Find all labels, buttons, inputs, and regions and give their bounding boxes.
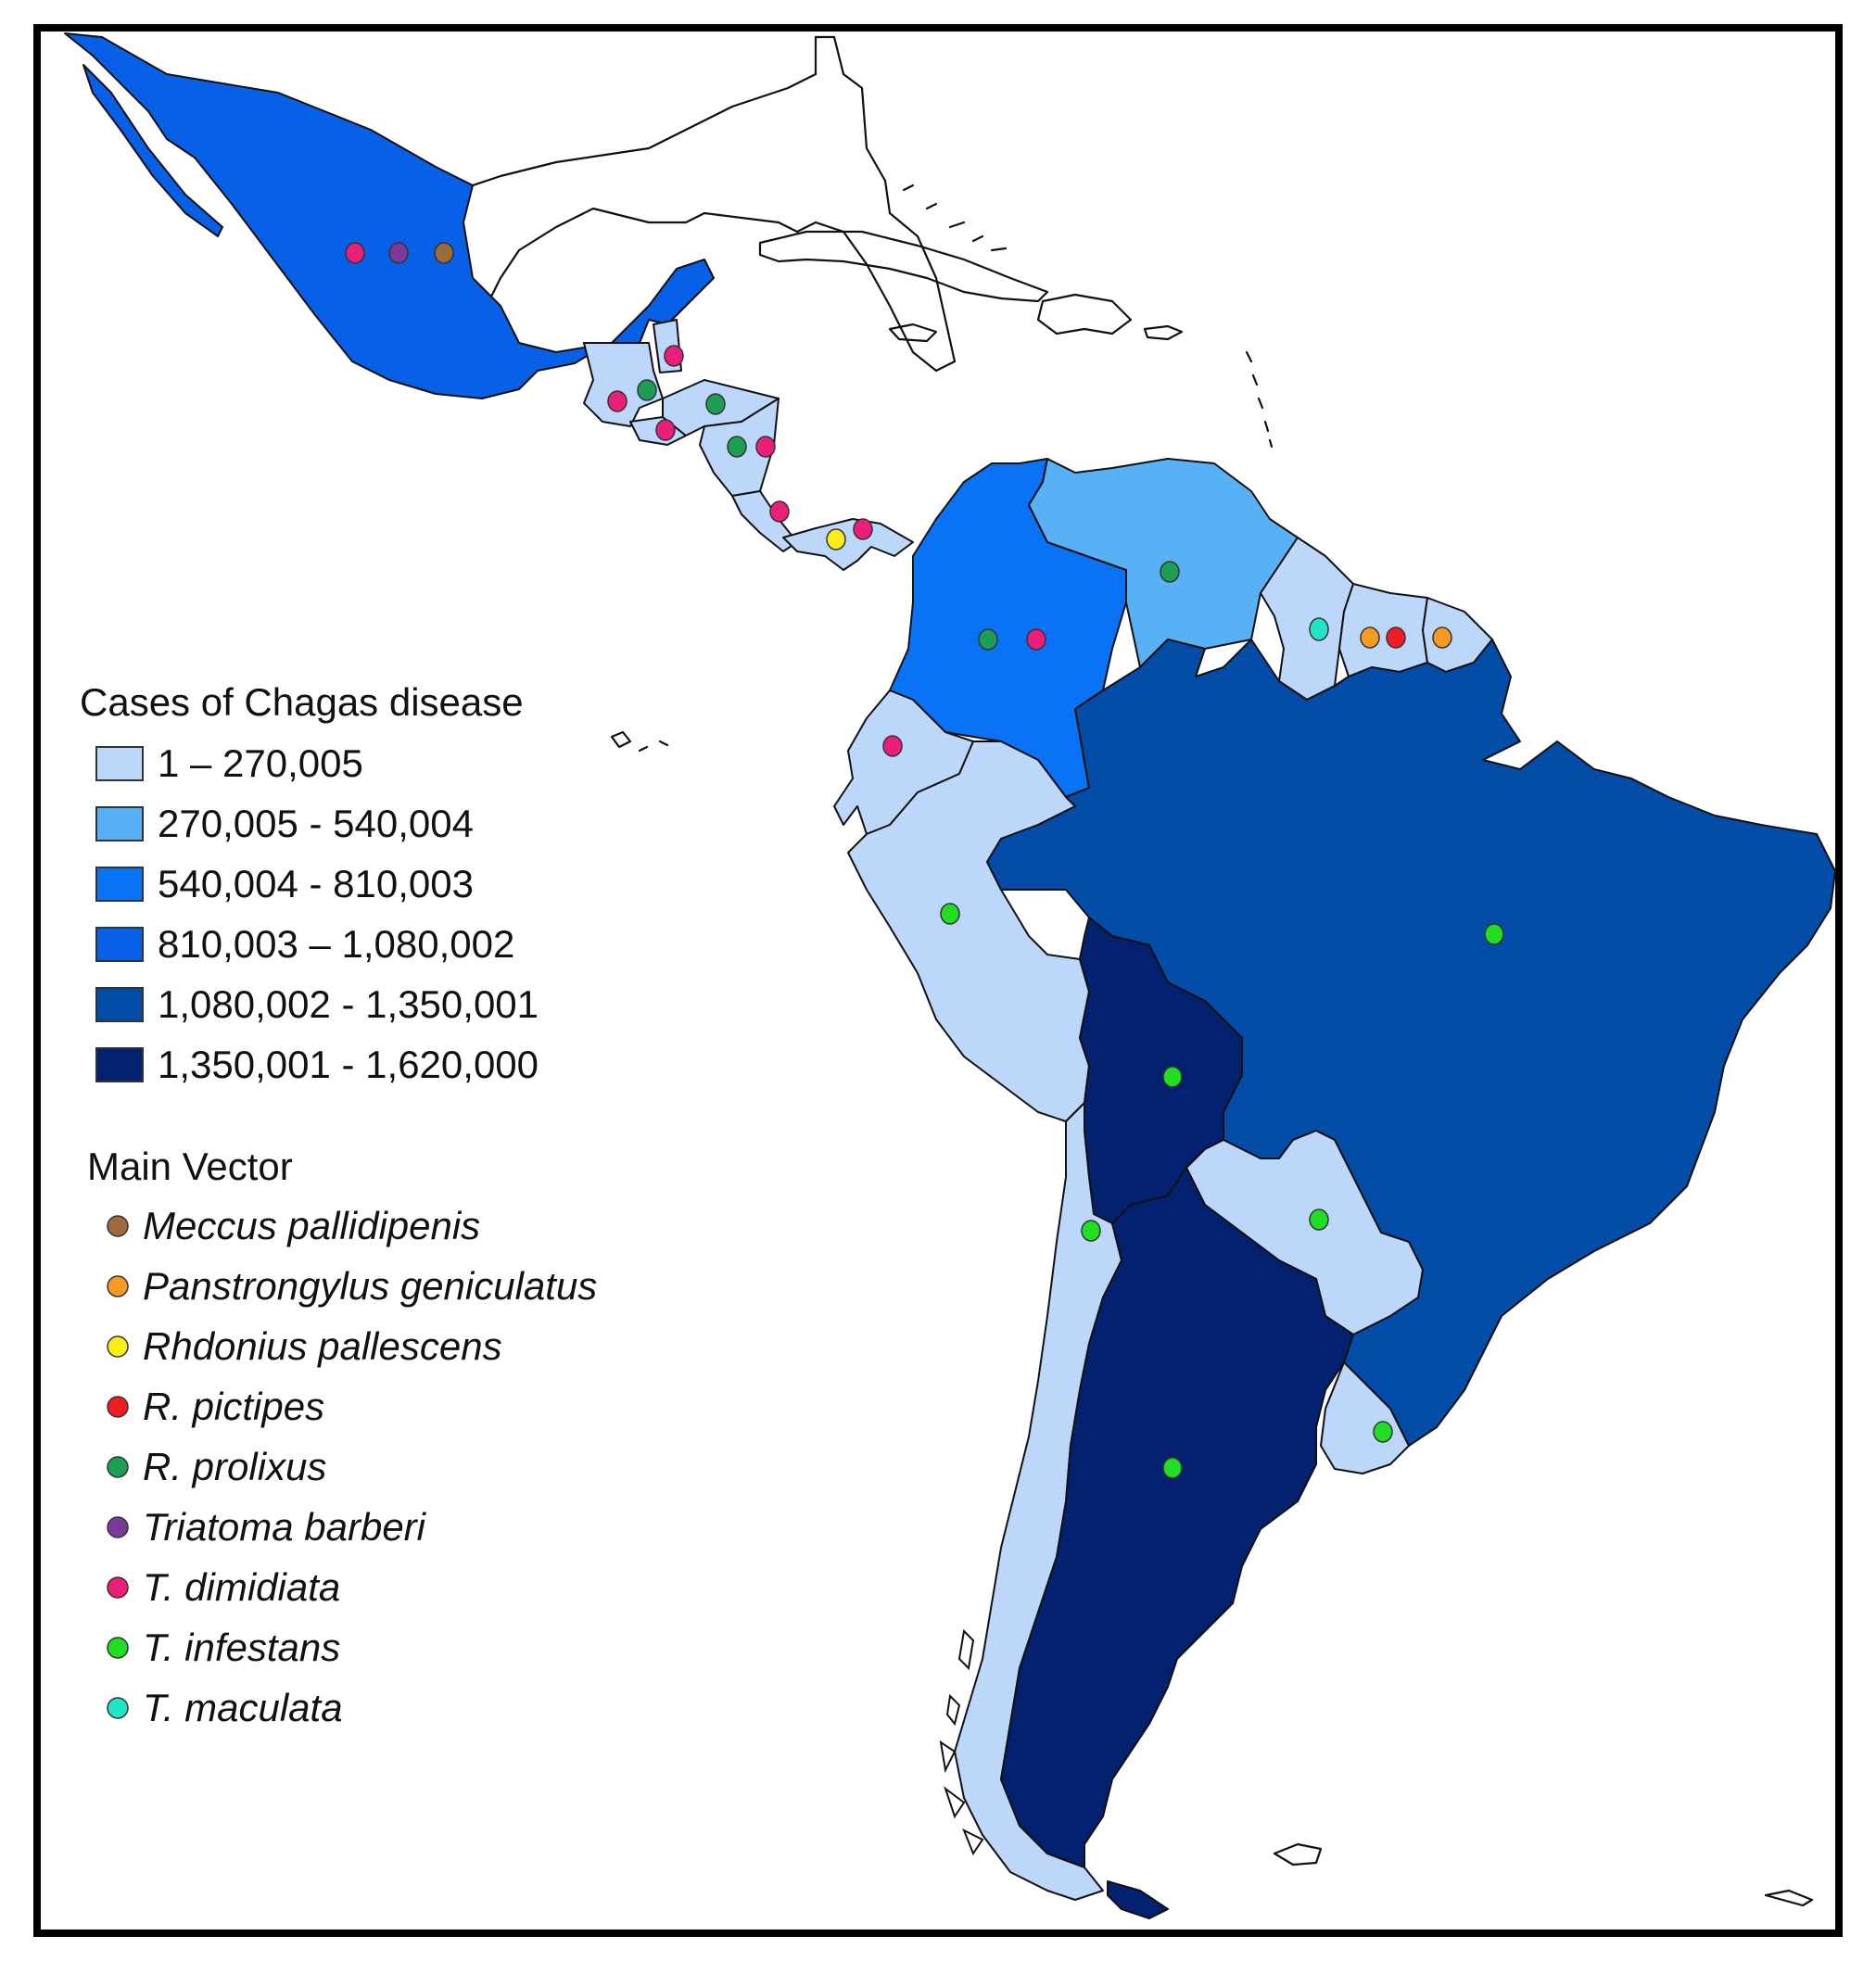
- dot-bolivia-t-infestans[interactable]: [1162, 1066, 1183, 1088]
- legend-vector-dot-8: [107, 1637, 129, 1659]
- legend-vector-dot-2: [107, 1275, 129, 1297]
- lesser-antilles-outline: [1245, 350, 1274, 449]
- dot-chile-t-infestans[interactable]: [1081, 1220, 1101, 1242]
- legend-vectors-title: Main Vector: [87, 1145, 293, 1188]
- dot-suriname-r-pictipes[interactable]: [1386, 626, 1406, 649]
- legend-label-3: 540,004 - 810,003: [158, 862, 474, 905]
- country-panama[interactable]: [782, 518, 914, 571]
- legend-vector-label-2: Panstrongylus geniculatus: [143, 1264, 597, 1308]
- legend-vector-label-7: T. dimidiata: [143, 1565, 340, 1609]
- dot-colombia-r-prolixus[interactable]: [978, 628, 998, 651]
- dot-guatemala-r-prolixus[interactable]: [637, 379, 657, 401]
- dot-guyana-t-maculata[interactable]: [1309, 617, 1329, 641]
- dot-mexico-t-dimidiata[interactable]: [345, 242, 365, 264]
- country-guatemala[interactable]: [583, 342, 664, 427]
- dot-el-salvador-t-dimidiata[interactable]: [655, 419, 676, 441]
- dot-costa-rica-t-dimidiata[interactable]: [769, 500, 790, 523]
- legend-swatch-6: [95, 1047, 144, 1082]
- dot-suriname-panstrongylus-geniculatus[interactable]: [1360, 626, 1380, 649]
- legend-label-6: 1,350,001 - 1,620,000: [158, 1043, 539, 1086]
- legend-label-1: 1 – 270,005: [158, 741, 363, 785]
- dot-honduras-r-prolixus[interactable]: [705, 393, 726, 415]
- legend-cases: Cases of Chagas disease 1 – 270,005 270,…: [80, 680, 539, 1086]
- dot-paraguay-t-infestans[interactable]: [1309, 1208, 1329, 1231]
- legend-vector-dot-4: [107, 1396, 129, 1418]
- legend-vector-dot-5: [107, 1456, 129, 1478]
- legend-swatch-2: [95, 806, 144, 841]
- countries: [64, 32, 1836, 1919]
- dot-panama-t-dimidiata[interactable]: [853, 518, 873, 540]
- legend-vector-label-4: R. pictipes: [143, 1385, 324, 1428]
- legend-vector-dot-9: [107, 1697, 129, 1719]
- country-mexico-baja[interactable]: [82, 64, 223, 237]
- vector-markers: [345, 242, 1504, 1479]
- legend-swatch-5: [95, 987, 144, 1022]
- dot-guatemala-t-dimidiata[interactable]: [607, 390, 627, 412]
- country-costa-rica[interactable]: [731, 490, 798, 552]
- hispaniola-outline: [1036, 293, 1133, 335]
- south-georgia-outline: [1764, 1889, 1814, 1907]
- country-peru[interactable]: [847, 740, 1090, 1122]
- puerto-rico-outline: [1143, 324, 1184, 341]
- dot-mexico-meccus-pallidipenis[interactable]: [434, 242, 454, 264]
- legend-vectors: Main Vector Meccus pallidipenis Panstron…: [87, 1145, 597, 1729]
- country-suriname[interactable]: [1338, 583, 1428, 677]
- legend-vector-dot-3: [107, 1335, 129, 1358]
- chiloe-island: [939, 1628, 984, 1856]
- legend-vector-label-1: Meccus pallidipenis: [143, 1204, 480, 1247]
- galapagos-outline: [610, 730, 669, 753]
- cuba-outline: [758, 230, 1049, 303]
- country-venezuela[interactable]: [1028, 458, 1299, 668]
- legend-swatch-1: [95, 746, 144, 781]
- legend-label-4: 810,003 – 1,080,002: [158, 922, 514, 966]
- legend-vector-label-8: T. infestans: [143, 1626, 340, 1669]
- jamaica-outline: [888, 323, 938, 343]
- legend-vector-dot-7: [107, 1576, 129, 1599]
- chile-archipelago: [939, 1628, 984, 1856]
- legend-vector-label-9: T. maculata: [143, 1686, 343, 1729]
- dot-belize-t-dimidiata[interactable]: [664, 345, 684, 367]
- legend-swatch-4: [95, 927, 144, 962]
- dot-colombia-t-dimidiata[interactable]: [1026, 628, 1046, 651]
- us-gulf-coast: [443, 35, 957, 373]
- dot-nicaragua-r-prolixus[interactable]: [727, 436, 747, 458]
- dot-french-guiana-panstrongylus-geniculatus[interactable]: [1432, 626, 1452, 649]
- bahamas-outline: [902, 183, 1008, 252]
- dot-venezuela-r-prolixus[interactable]: [1160, 561, 1180, 583]
- legend-swatch-3: [95, 867, 144, 902]
- legend-label-5: 1,080,002 - 1,350,001: [158, 982, 539, 1026]
- country-mexico[interactable]: [64, 32, 715, 399]
- dot-peru-t-infestans[interactable]: [940, 903, 960, 925]
- legend-vector-dot-6: [107, 1516, 129, 1538]
- legend-vector-label-3: Rhdonius pallescens: [143, 1324, 502, 1368]
- legend-vector-dot-1: [107, 1215, 129, 1237]
- dot-mexico-triatoma-barberi[interactable]: [388, 242, 409, 264]
- dot-nicaragua-t-dimidiata[interactable]: [755, 436, 776, 458]
- dot-ecuador-t-dimidiata[interactable]: [882, 735, 903, 757]
- legend-vector-label-6: Triatoma barberi: [143, 1505, 427, 1549]
- dot-panama-rhdonius-pallescens[interactable]: [826, 528, 846, 550]
- country-uruguay[interactable]: [1320, 1361, 1410, 1474]
- dot-uruguay-t-infestans[interactable]: [1373, 1421, 1393, 1443]
- legend-vector-label-5: R. prolixus: [143, 1445, 326, 1488]
- country-argentina-tierra-del-fuego[interactable]: [1107, 1880, 1169, 1919]
- legend-label-2: 270,005 - 540,004: [158, 802, 474, 845]
- falklands-outline: [1273, 1842, 1323, 1866]
- legend-cases-title: Cases of Chagas disease: [80, 680, 524, 724]
- country-argentina[interactable]: [1000, 1167, 1354, 1868]
- dot-brazil-t-infestans[interactable]: [1484, 923, 1504, 945]
- dot-argentina-t-infestans[interactable]: [1162, 1457, 1183, 1479]
